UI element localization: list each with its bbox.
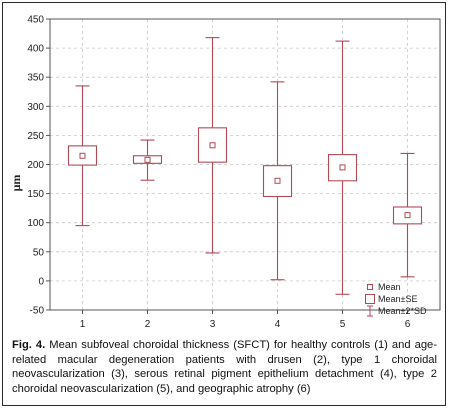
se-box bbox=[327, 154, 358, 182]
y-tick-label: 250 bbox=[27, 131, 44, 142]
x-tick-label: 2 bbox=[145, 319, 151, 330]
mean-point bbox=[274, 177, 281, 184]
x-tick-label: 5 bbox=[340, 319, 346, 330]
se-box bbox=[262, 165, 293, 198]
legend: Mean Mean±SE Mean±2*SD bbox=[365, 282, 427, 317]
se-box bbox=[197, 127, 228, 163]
legend-entry-0: Mean bbox=[367, 282, 401, 292]
x-tick-label: 3 bbox=[210, 319, 216, 330]
legend-label: Mean±2*SD bbox=[378, 306, 427, 316]
se-box bbox=[132, 155, 163, 164]
legend-label: Mean±SE bbox=[378, 294, 417, 304]
marks-layer bbox=[67, 37, 423, 295]
y-tick-label: 200 bbox=[27, 160, 44, 171]
grid-layer bbox=[50, 18, 440, 311]
x-tick-label: 6 bbox=[405, 319, 411, 330]
axis-layer: -50 0 50 100 150 200 250 300 350 400 450 1 2 3 4 5 6 bbox=[27, 15, 441, 330]
y-axis-label: μm bbox=[9, 175, 23, 192]
legend-entry-1: Mean±SE bbox=[365, 294, 417, 304]
figure-caption: Fig. 4. Mean subfoveal choroidal thickne… bbox=[12, 338, 437, 396]
se-box bbox=[392, 206, 423, 225]
y-tick-label: 50 bbox=[33, 247, 45, 258]
mean-point bbox=[404, 212, 411, 219]
legend-entry-2: Mean±2*SD bbox=[367, 305, 427, 317]
legend-se-marker bbox=[365, 294, 375, 304]
box-group-5 bbox=[327, 40, 358, 295]
y-tick-label: 450 bbox=[27, 15, 44, 26]
figure-frame bbox=[2, 2, 446, 406]
y-tick-label: 350 bbox=[27, 73, 44, 84]
box-group-2 bbox=[132, 139, 163, 181]
box-group-6 bbox=[392, 152, 423, 278]
x-tick-label: 1 bbox=[80, 319, 86, 330]
legend-label: Mean bbox=[378, 282, 401, 292]
y-tick-label: 0 bbox=[38, 276, 44, 287]
legend-mean-marker bbox=[367, 284, 373, 290]
plot-area-border bbox=[49, 18, 441, 311]
mean-point bbox=[79, 152, 86, 159]
box-group-1 bbox=[67, 85, 98, 227]
box-plot-chart: -50 0 50 100 150 200 250 300 350 400 450 1 2 3 4 5 6 Mea… bbox=[9, 15, 441, 330]
x-tick-label: 4 bbox=[275, 319, 281, 330]
box-group-4 bbox=[262, 81, 293, 281]
y-tick-label: 150 bbox=[27, 189, 44, 200]
y-tick-label: -50 bbox=[30, 306, 45, 317]
se-box bbox=[67, 145, 98, 166]
y-tick-label: 100 bbox=[27, 218, 44, 229]
box-group-3 bbox=[197, 37, 228, 254]
y-tick-label: 300 bbox=[27, 102, 44, 113]
mean-point bbox=[339, 164, 346, 171]
mean-point bbox=[209, 142, 216, 149]
mean-point bbox=[144, 156, 151, 163]
figure-label: Fig. 4. bbox=[12, 339, 46, 351]
figure-caption-text: Mean subfoveal choroidal thickness (SFCT… bbox=[12, 339, 437, 395]
y-tick-label: 400 bbox=[27, 44, 44, 55]
